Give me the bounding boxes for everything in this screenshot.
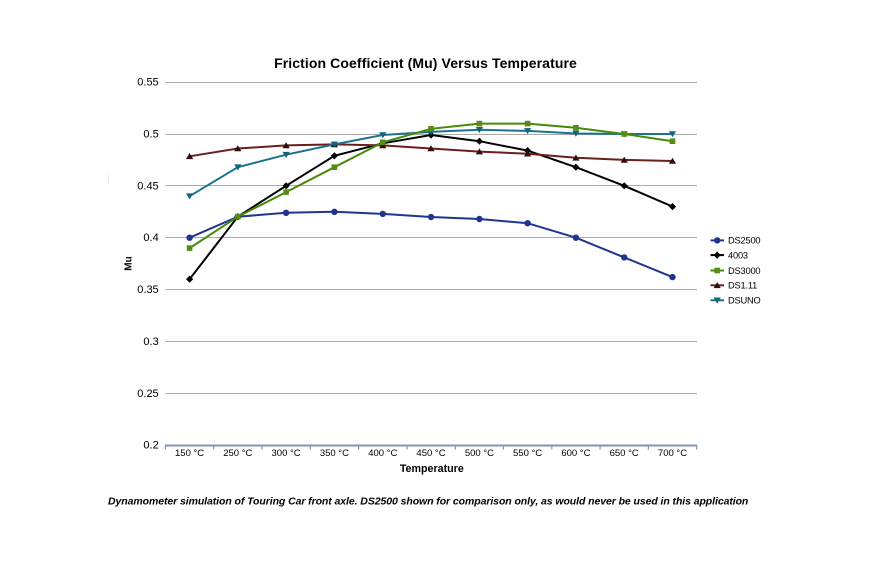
svg-text:Mu: Mu (124, 256, 135, 270)
svg-text:0.4: 0.4 (143, 232, 158, 244)
svg-text:150 °C: 150 °C (175, 448, 204, 459)
svg-text:Temperature: Temperature (400, 463, 464, 475)
svg-text:4003: 4003 (728, 250, 748, 260)
svg-text:DSUNO: DSUNO (728, 296, 761, 306)
svg-text:0.5: 0.5 (143, 129, 158, 141)
svg-text:0.2: 0.2 (143, 440, 158, 452)
svg-text:350 °C: 350 °C (320, 448, 349, 459)
svg-text:400 °C: 400 °C (368, 448, 397, 459)
svg-text:250 °C: 250 °C (223, 448, 252, 459)
svg-text:550 °C: 550 °C (513, 448, 542, 459)
svg-text:300 °C: 300 °C (272, 448, 301, 459)
svg-text:Dynamometer simulation of Tour: Dynamometer simulation of Touring Car fr… (108, 496, 748, 508)
svg-text:700 °C: 700 °C (658, 448, 687, 459)
svg-text:DS1.11: DS1.11 (728, 281, 757, 291)
svg-text:DS3000: DS3000 (728, 266, 760, 276)
svg-text:500 °C: 500 °C (465, 448, 494, 459)
svg-text:DS2500: DS2500 (728, 236, 760, 246)
svg-text:0.3: 0.3 (143, 336, 158, 348)
svg-text:0.35: 0.35 (137, 284, 158, 296)
svg-text:450 °C: 450 °C (416, 448, 445, 459)
svg-text:Friction Coefficient (Mu) Vers: Friction Coefficient (Mu) Versus Tempera… (274, 55, 577, 71)
svg-text:0.45: 0.45 (137, 180, 158, 192)
svg-text:0.55: 0.55 (137, 77, 158, 89)
svg-text:0.25: 0.25 (137, 388, 158, 400)
svg-text:650 °C: 650 °C (610, 448, 639, 459)
svg-text:600 °C: 600 °C (561, 448, 590, 459)
